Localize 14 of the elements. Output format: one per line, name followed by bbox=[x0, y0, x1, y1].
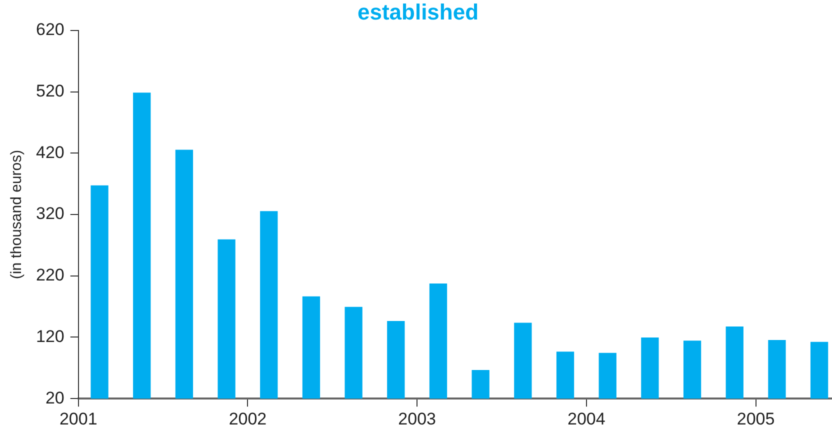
x-tick-label: 2001 bbox=[59, 409, 98, 428]
x-tick-label: 2004 bbox=[568, 409, 606, 428]
y-tick-label: 520 bbox=[36, 81, 64, 100]
y-axis-title: (in thousand euros) bbox=[8, 150, 26, 280]
x-tick-label: 2003 bbox=[398, 409, 436, 428]
y-tick-label: 320 bbox=[36, 204, 64, 224]
chart-title: established bbox=[357, 0, 479, 24]
x-tick-label: 2005 bbox=[736, 409, 775, 428]
y-tick-label: 220 bbox=[36, 266, 64, 285]
y-tick-label: 620 bbox=[36, 20, 64, 40]
y-tick-label: 20 bbox=[45, 388, 64, 408]
x-tick-label: 2002 bbox=[228, 409, 267, 428]
y-tick-label: 120 bbox=[36, 326, 64, 346]
y-tick-label: 420 bbox=[36, 142, 64, 162]
